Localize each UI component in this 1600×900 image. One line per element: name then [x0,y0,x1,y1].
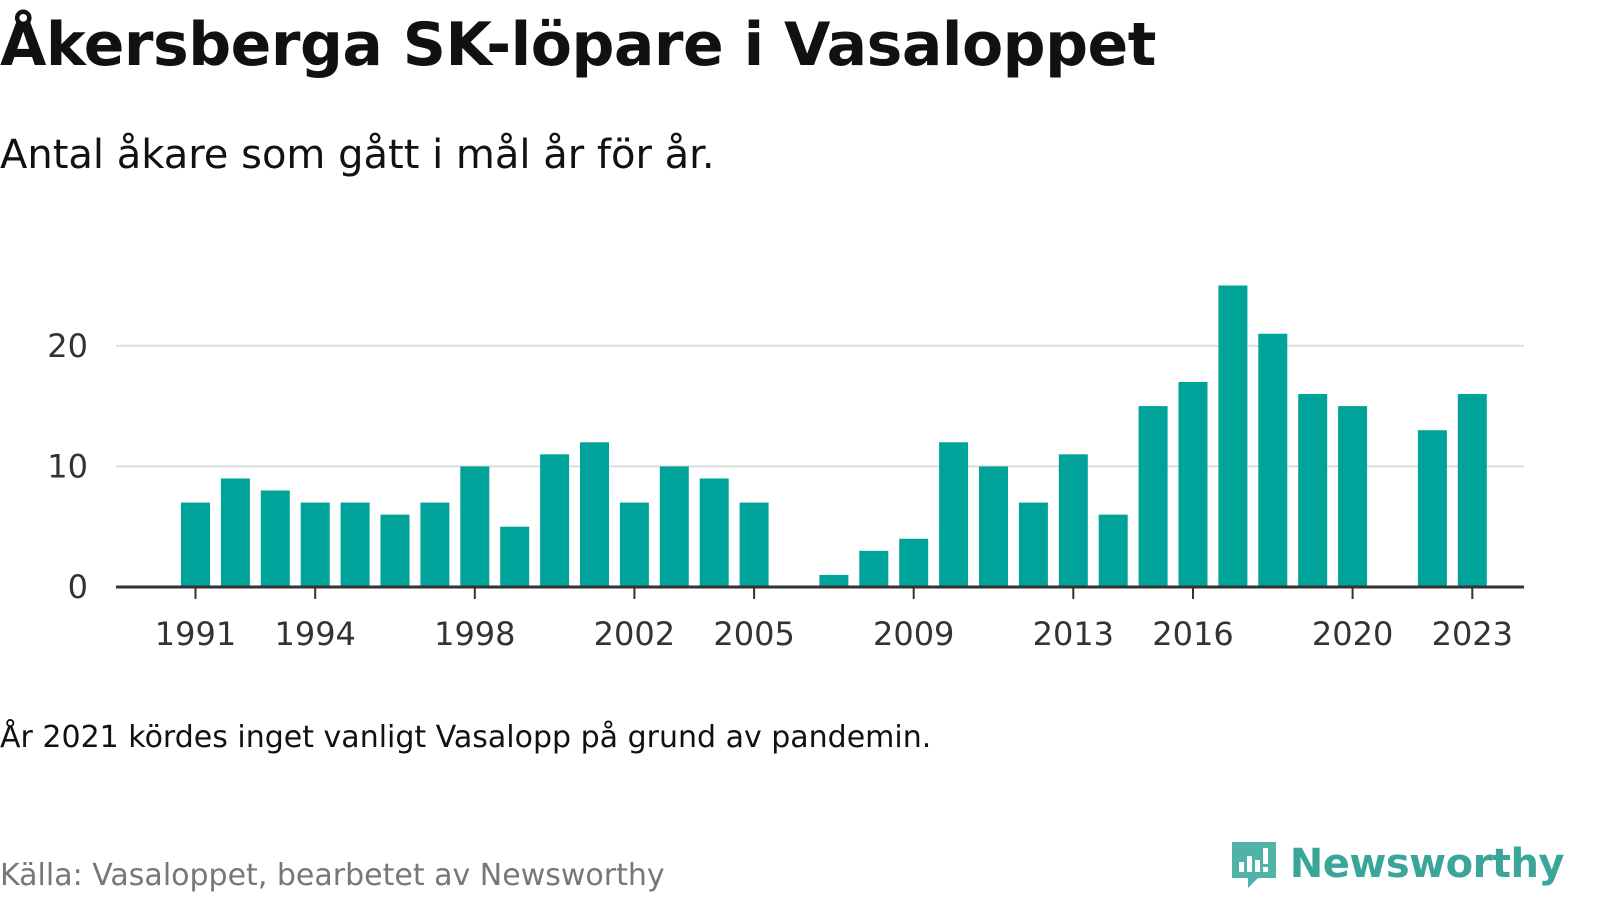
bar-1999 [500,526,530,587]
bar-2015 [1138,406,1168,587]
bar-chart: 0 10 20 1991 1994 1998 2002 2005 2009 2013 2016 202… [47,285,1524,653]
x-tick-label-2023: 2023 [1432,615,1513,653]
bar-2020 [1338,406,1368,587]
bar-2005 [739,502,769,587]
x-tick-label-2013: 2013 [1033,615,1114,653]
brand-name: Newsworthy [1289,841,1565,887]
x-tick-label-2020: 2020 [1312,615,1393,653]
bar-2013 [1058,454,1088,587]
bar-2017 [1218,285,1248,587]
x-tick-label-1994: 1994 [274,615,355,653]
bar-1992 [220,478,250,587]
y-tick-label-20: 20 [47,327,88,365]
bar-2001 [580,442,609,587]
bar-2007 [819,574,849,587]
source-credit: Källa: Vasaloppet, bearbetet av Newswort… [0,858,665,893]
bar-1993 [260,490,290,587]
bars [181,285,1487,587]
bar-2010 [939,442,969,587]
gridlines [116,344,1524,468]
chart-subtitle: Antal åkare som gått i mål år för år. [0,132,715,178]
bar-1997 [420,502,450,587]
brand: Newsworthy [1228,838,1565,890]
bar-2016 [1178,381,1208,587]
bar-1998 [460,466,490,587]
bar-1996 [380,514,410,587]
bar-2023 [1457,394,1487,587]
bar-2008 [859,550,889,587]
chart-title: Åkersberga SK-löpare i Vasaloppet [0,10,1156,80]
y-tick-label-0: 0 [68,568,88,606]
bar-2011 [979,466,1008,587]
x-tick-label-2005: 2005 [713,615,794,653]
bar-2014 [1098,514,1128,587]
bar-2000 [540,454,570,587]
bar-2002 [619,502,649,587]
bar-2009 [899,538,929,587]
bar-1991 [181,502,210,587]
axes: 0 10 20 1991 1994 1998 2002 2005 2009 2013 2016 202… [47,327,1524,653]
bar-2004 [699,478,729,587]
bar-1995 [340,502,370,587]
x-tick-label-1998: 1998 [434,615,515,653]
x-tick-label-2009: 2009 [873,615,954,653]
bar-2019 [1298,394,1328,587]
bar-2022 [1417,430,1447,587]
x-tick-label-2016: 2016 [1152,615,1233,653]
bar-2012 [1018,502,1048,587]
footnote: År 2021 kördes inget vanligt Vasalopp på… [0,720,932,755]
y-tick-label-10: 10 [47,447,88,485]
newsworthy-logo-icon [1231,842,1276,888]
x-tick-label-2002: 2002 [594,615,675,653]
bar-2003 [659,466,689,587]
bar-2018 [1258,333,1288,587]
x-tick-label-1991: 1991 [155,615,236,653]
bar-1994 [300,502,330,587]
